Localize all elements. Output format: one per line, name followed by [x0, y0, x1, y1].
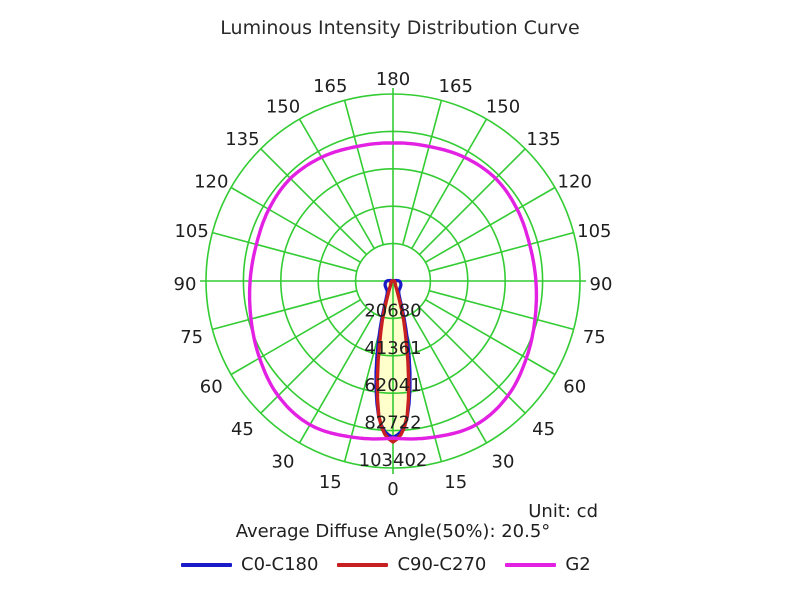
legend-item-c0-c180: C0-C180 [181, 554, 318, 575]
angle-tick-label: 45 [532, 419, 555, 440]
angle-tick-label: 135 [225, 129, 259, 150]
legend-line-swatch-blue [181, 562, 232, 567]
angle-tick-label: 150 [266, 96, 300, 117]
ring-value-label: 103402 [359, 450, 428, 471]
grid-spoke [428, 289, 574, 331]
grid-spoke [212, 289, 358, 331]
angle-tick-label: 0 [387, 479, 398, 500]
angle-tick-label: 135 [526, 129, 560, 150]
angle-tick-label: 90 [174, 274, 197, 295]
grid-spoke [343, 100, 385, 246]
legend-line-swatch-red [337, 562, 389, 567]
grid-spoke [411, 118, 488, 250]
grid-spoke [298, 312, 375, 444]
chart-legend: C0-C180 C90-C270 G2 [181, 554, 591, 575]
legend-item-c90-c270: C90-C270 [337, 554, 486, 575]
page-title: Luminous Intensity Distribution Curve [220, 17, 580, 39]
series-g2 [247, 141, 539, 441]
angle-tick-label: 30 [272, 452, 295, 473]
angle-tick-label: 120 [558, 172, 592, 193]
grid-spoke [298, 118, 375, 250]
angle-tick-label: 165 [439, 76, 473, 97]
grid-spoke [260, 306, 368, 414]
grid-spoke [418, 148, 526, 256]
grid-spoke [424, 186, 556, 263]
angle-tick-label: 45 [231, 419, 254, 440]
angle-tick-label: 15 [319, 472, 342, 493]
grid-spoke [411, 312, 488, 444]
angle-tick-label: 75 [583, 327, 606, 348]
grid-spoke [401, 100, 443, 246]
series-c90-c270 [375, 279, 411, 444]
grid-spoke [230, 299, 362, 376]
angle-tick-label: 90 [590, 274, 613, 295]
grid-spoke [428, 231, 574, 273]
angle-tick-label: 105 [577, 221, 611, 242]
angle-tick-label: 165 [313, 76, 347, 97]
legend-label: G2 [565, 554, 591, 575]
ring-value-label: 62041 [364, 375, 421, 396]
legend-line-swatch-magenta [505, 562, 557, 567]
angle-tick-label: 30 [492, 452, 515, 473]
ring-value-label: 82722 [364, 413, 421, 434]
ring-value-label: 20680 [364, 300, 421, 321]
angle-tick-label: 15 [444, 472, 467, 493]
grid-spoke [418, 306, 526, 414]
legend-label: C0-C180 [241, 554, 319, 575]
angle-tick-label: 105 [174, 221, 208, 242]
legend-label: C90-C270 [397, 554, 487, 575]
grid-spoke [212, 231, 358, 273]
grid-spoke [424, 299, 556, 376]
angle-tick-label: 75 [180, 327, 203, 348]
angle-tick-label: 60 [563, 377, 586, 398]
ring-value-label: 41361 [364, 338, 421, 359]
legend-item-g2: G2 [505, 554, 591, 575]
grid-spoke [230, 186, 362, 263]
average-diffuse-angle-label: Average Diffuse Angle(50%): 20.5° [235, 521, 551, 542]
angle-tick-label: 60 [200, 377, 223, 398]
grid-spoke [260, 148, 368, 256]
unit-label: Unit: cd [528, 501, 598, 522]
angle-tick-label: 120 [194, 172, 228, 193]
angle-tick-label: 150 [486, 96, 520, 117]
angle-tick-label: 180 [376, 69, 410, 90]
